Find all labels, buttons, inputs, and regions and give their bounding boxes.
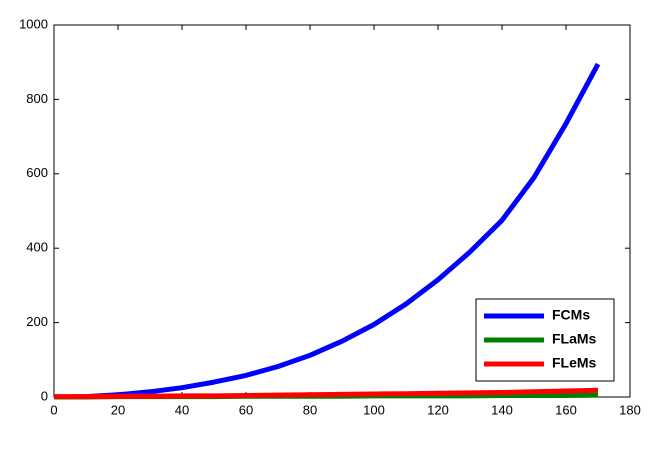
y-tick-label: 800 [26,91,48,106]
x-tick-label: 120 [427,402,449,417]
x-tick-label: 140 [491,402,513,417]
legend-label: FCMs [552,307,590,323]
x-tick-label: 20 [111,402,125,417]
series-line [53,62,601,400]
x-tick-label: 60 [239,402,253,417]
legend: FCMs FLaMs FLeMs [475,298,615,382]
y-tick-label: 0 [41,388,48,403]
legend-label: FLaMs [552,331,597,347]
x-tick-label: 80 [303,402,317,417]
y-tick-label: 1000 [19,16,48,31]
y-tick-label: 200 [26,314,48,329]
legend-label: FLeMs [552,355,597,371]
y-tick-label: 600 [26,165,48,180]
x-tick-label: 160 [555,402,577,417]
series-line [54,387,599,400]
x-tick-label: 100 [363,402,385,417]
y-tick-label: 400 [26,240,48,255]
x-tick-label: 180 [619,402,641,417]
x-tick-label: 0 [50,402,57,417]
x-tick-label: 40 [175,402,189,417]
